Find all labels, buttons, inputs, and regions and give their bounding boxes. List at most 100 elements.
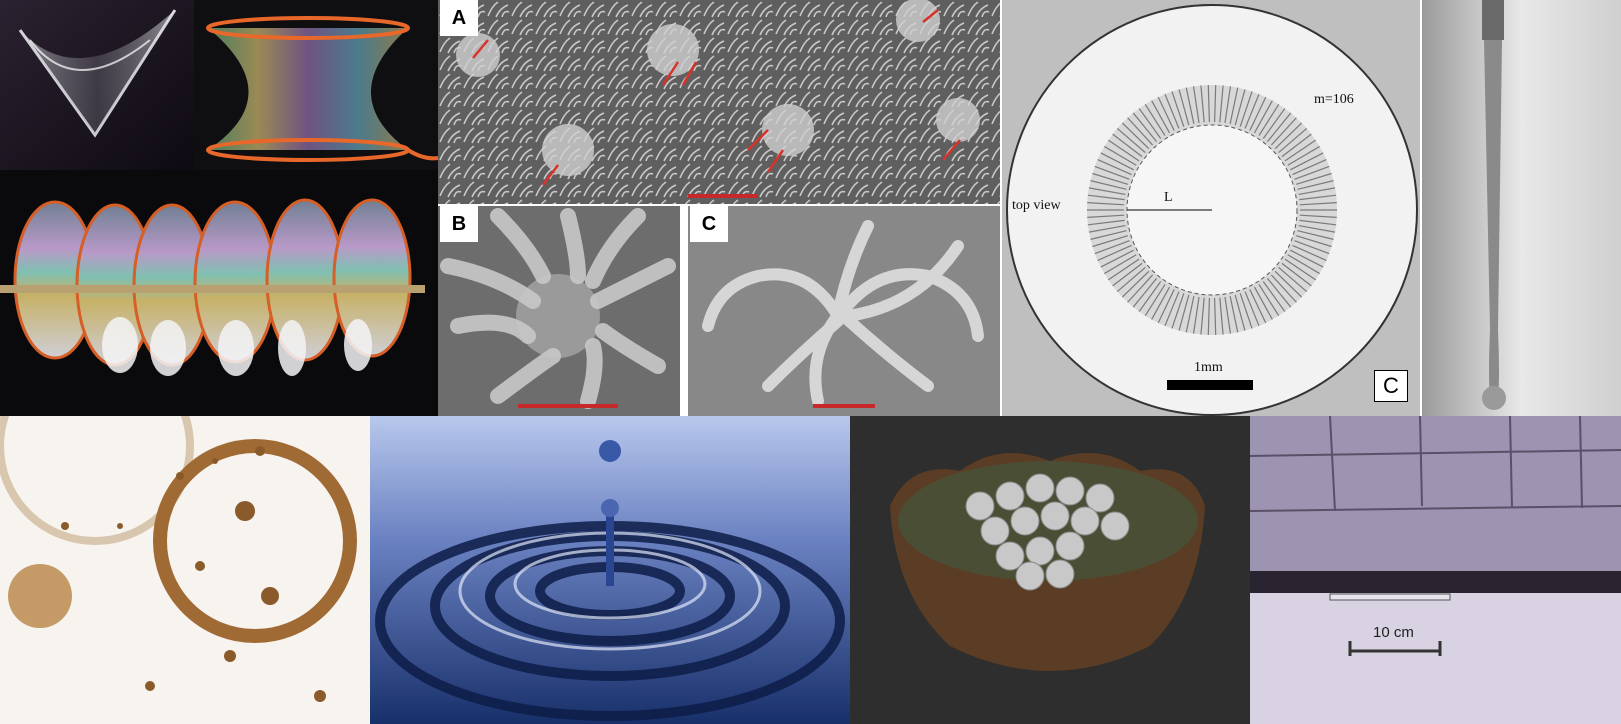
radial-finger (1281, 133, 1312, 158)
radial-finger (1104, 254, 1137, 275)
coins-floating-photo (850, 416, 1250, 724)
soap-film-catenoid-photo (194, 0, 438, 184)
radial-finger (1094, 240, 1130, 255)
radial-finger (1224, 86, 1232, 124)
radial-finger (1270, 274, 1297, 303)
radial-finger (1100, 249, 1134, 268)
radial-finger (1207, 297, 1210, 335)
soap-film-catenoid-drawing (194, 0, 438, 184)
radial-finger (1178, 89, 1190, 126)
radial-instability-photo: m=106 top view L 1mm C (1002, 0, 1420, 416)
radial-finger (1127, 274, 1154, 303)
radial-finger (1284, 139, 1317, 162)
sem-pillars-closeup-c-photo: C (688, 206, 1000, 416)
radial-finger (1171, 91, 1185, 127)
radial-finger (1087, 214, 1125, 219)
radial-finger (1092, 172, 1129, 185)
radial-finger (1258, 284, 1280, 317)
radial-finger (1087, 194, 1125, 201)
radial-finger (1178, 294, 1190, 331)
water-drop-photo (370, 416, 850, 724)
radial-finger (1112, 262, 1143, 287)
radial-finger (1116, 127, 1146, 154)
radial-finger (1219, 297, 1224, 335)
radial-finger (1192, 86, 1200, 124)
radial-finger (1151, 286, 1171, 320)
radial-finger (1244, 291, 1260, 327)
radial-finger (1200, 297, 1205, 335)
radial-finger (1292, 159, 1327, 176)
radial-finger (1298, 187, 1336, 196)
radial-finger (1104, 145, 1137, 166)
radial-finger (1090, 230, 1127, 240)
radial-finger (1299, 194, 1337, 201)
radial-finger (1274, 122, 1303, 150)
panel-label-a: A (440, 0, 478, 36)
soap-film-wire-v-photo (0, 0, 194, 170)
panel-label-c: C (690, 206, 728, 242)
radial-finger (1090, 180, 1127, 190)
radial-finger (1290, 152, 1324, 171)
radial-finger (1214, 297, 1217, 335)
liquid-thread-photo (1422, 0, 1621, 416)
radial-finger (1278, 127, 1308, 154)
radial-finger (1290, 249, 1324, 268)
radial-finger (1299, 219, 1337, 226)
radial-finger (1266, 112, 1292, 143)
radial-finger (1297, 180, 1334, 190)
radial-finger (1200, 85, 1205, 123)
radial-finger (1088, 187, 1126, 196)
radial-finger (1157, 96, 1175, 131)
radial-finger (1239, 91, 1253, 127)
radial-finger (1144, 103, 1166, 136)
radial-finger (1281, 262, 1312, 287)
radial-finger (1219, 85, 1224, 123)
radial-finger (1284, 258, 1317, 281)
radial-finger (1229, 295, 1239, 333)
radial-finger (1192, 296, 1200, 334)
radial-finger (1088, 224, 1126, 233)
radial-finger (1239, 293, 1253, 329)
radial-finger (1299, 214, 1337, 219)
top-view-label: top view (1012, 198, 1061, 213)
radial-finger (1185, 87, 1195, 125)
radial-finger (1185, 295, 1195, 333)
water-drop-drawing (370, 416, 850, 724)
radial-finger (1132, 277, 1158, 308)
radial-finger (1092, 235, 1129, 248)
radial-finger (1138, 281, 1162, 312)
radial-finger (1234, 294, 1246, 331)
radial-finger (1164, 291, 1180, 327)
radial-finger (1253, 100, 1273, 134)
radial-finger (1087, 201, 1125, 206)
soap-film-wire-v-drawing (0, 0, 194, 170)
radial-finger (1157, 289, 1175, 324)
sem-pillars-overview-drawing (438, 0, 1000, 204)
radial-finger (1292, 244, 1327, 261)
radial-finger (1278, 266, 1308, 293)
radial-finger (1229, 87, 1239, 125)
radial-finger (1299, 201, 1337, 206)
radial-finger (1164, 93, 1180, 129)
radial-panel-label: C (1374, 370, 1408, 402)
mode-number-label: m=106 (1314, 92, 1354, 107)
radial-finger (1087, 219, 1125, 226)
radial-finger (1121, 270, 1150, 298)
radial-finger (1298, 224, 1336, 233)
radial-finger (1297, 230, 1334, 240)
radial-finger (1270, 117, 1297, 146)
radial-finger (1295, 235, 1332, 248)
soap-film-helix-photo (0, 170, 438, 416)
liquid-thread-drawing (1422, 0, 1621, 416)
radial-finger (1144, 284, 1166, 317)
radial-finger (1287, 145, 1320, 166)
radial-finger (1121, 122, 1150, 150)
radial-finger (1214, 85, 1217, 123)
rock-scale-label: 10 cm (1373, 624, 1414, 641)
sem-pillars-closeup-b-photo: B (438, 206, 680, 416)
length-label: L (1164, 190, 1173, 205)
radial-finger (1127, 117, 1154, 146)
radial-finger (1266, 277, 1292, 308)
radial-finger (1100, 152, 1134, 171)
radial-finger (1116, 266, 1146, 293)
